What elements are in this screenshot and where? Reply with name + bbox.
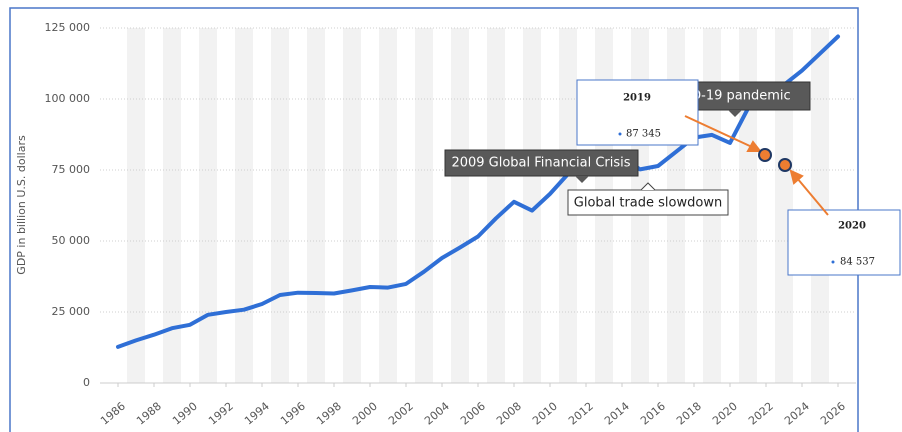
year-stripe [415, 28, 433, 383]
year-stripe [127, 28, 145, 383]
x-tick-label: 2002 [386, 400, 416, 428]
x-tick-label: 2024 [782, 400, 812, 428]
x-tick-label: 2012 [566, 400, 596, 428]
x-tick-label: 2020 [710, 400, 740, 428]
line-series [116, 34, 840, 349]
tooltip-box [787, 209, 901, 276]
tooltip-title: 2019 [623, 93, 651, 104]
annotation: Global trade slowdown [567, 182, 729, 216]
x-tick-label: 2000 [350, 400, 380, 428]
x-tick-label: 2006 [458, 400, 488, 428]
tooltip-text: 87 345 [626, 129, 661, 140]
year-stripe [451, 28, 469, 383]
x-tick-label: 1992 [206, 400, 236, 428]
tooltip-bullet [618, 132, 622, 136]
x-tick-label: 1994 [242, 400, 272, 428]
y-tick-label: 50 000 [52, 234, 91, 247]
pointer-arrows [684, 115, 829, 216]
x-tick-label: 2022 [746, 400, 776, 428]
year-stripe [487, 28, 505, 383]
annotation-pointer [640, 182, 656, 191]
highlight-dot [758, 148, 772, 162]
tooltip: 2020 84 537 [787, 209, 901, 276]
x-tick-label: 2004 [422, 400, 452, 428]
y-tick-label: 100 000 [45, 92, 91, 105]
x-tick-label: 1996 [278, 400, 308, 428]
tooltip-box [576, 79, 699, 146]
annotation-box [567, 189, 729, 216]
annotation: 2009 Global Financial Crisis [444, 149, 639, 183]
y-tick-label: 75 000 [52, 163, 91, 176]
year-stripe [163, 28, 181, 383]
year-stripe [343, 28, 361, 383]
highlight-dot [778, 158, 792, 172]
x-tick-label: 2016 [638, 400, 668, 428]
year-stripe [523, 28, 541, 383]
tooltip-title: 2020 [838, 221, 866, 232]
annotation-box [444, 149, 639, 177]
x-tick-label: 2018 [674, 400, 704, 428]
y-tick-label: 0 [83, 376, 90, 389]
annotation-text: Global trade slowdown [574, 196, 722, 211]
x-tick-label: 2010 [530, 400, 560, 428]
year-stripe [271, 28, 289, 383]
tooltip: 2019 87 345 [576, 79, 699, 146]
tooltip-text: 84 537 [840, 257, 875, 268]
arrow-head [789, 169, 804, 185]
plot [116, 34, 840, 349]
year-stripe [235, 28, 253, 383]
y-axis-label: GDP in billion U.S. dollars [15, 135, 28, 275]
x-tick-label: 1986 [98, 400, 128, 428]
arrow-head [746, 140, 763, 152]
year-stripe [775, 28, 793, 383]
x-tick-label: 2014 [602, 400, 632, 428]
x-tick-label: 2026 [818, 400, 848, 428]
annotation-pointer [575, 176, 589, 183]
axes: 0 25 000 50 000 75 000 100 000 125 000 1986 198… [45, 21, 856, 428]
year-stripe [739, 28, 757, 383]
y-tick-label: 25 000 [52, 305, 91, 318]
x-tick-label: 2008 [494, 400, 524, 428]
x-tick-label: 1990 [170, 400, 200, 428]
year-stripe [307, 28, 325, 383]
year-stripe [199, 28, 217, 383]
annotation-pointer [728, 110, 742, 117]
year-stripe [379, 28, 397, 383]
arrow-line [796, 177, 829, 216]
x-tick-label: 1988 [134, 400, 164, 428]
annotation-text: 2009 Global Financial Crisis [451, 156, 630, 171]
y-tick-label: 125 000 [45, 21, 91, 34]
arrow-line [684, 115, 753, 148]
x-tick-label: 1998 [314, 400, 344, 428]
tooltip-bullet [831, 260, 835, 264]
